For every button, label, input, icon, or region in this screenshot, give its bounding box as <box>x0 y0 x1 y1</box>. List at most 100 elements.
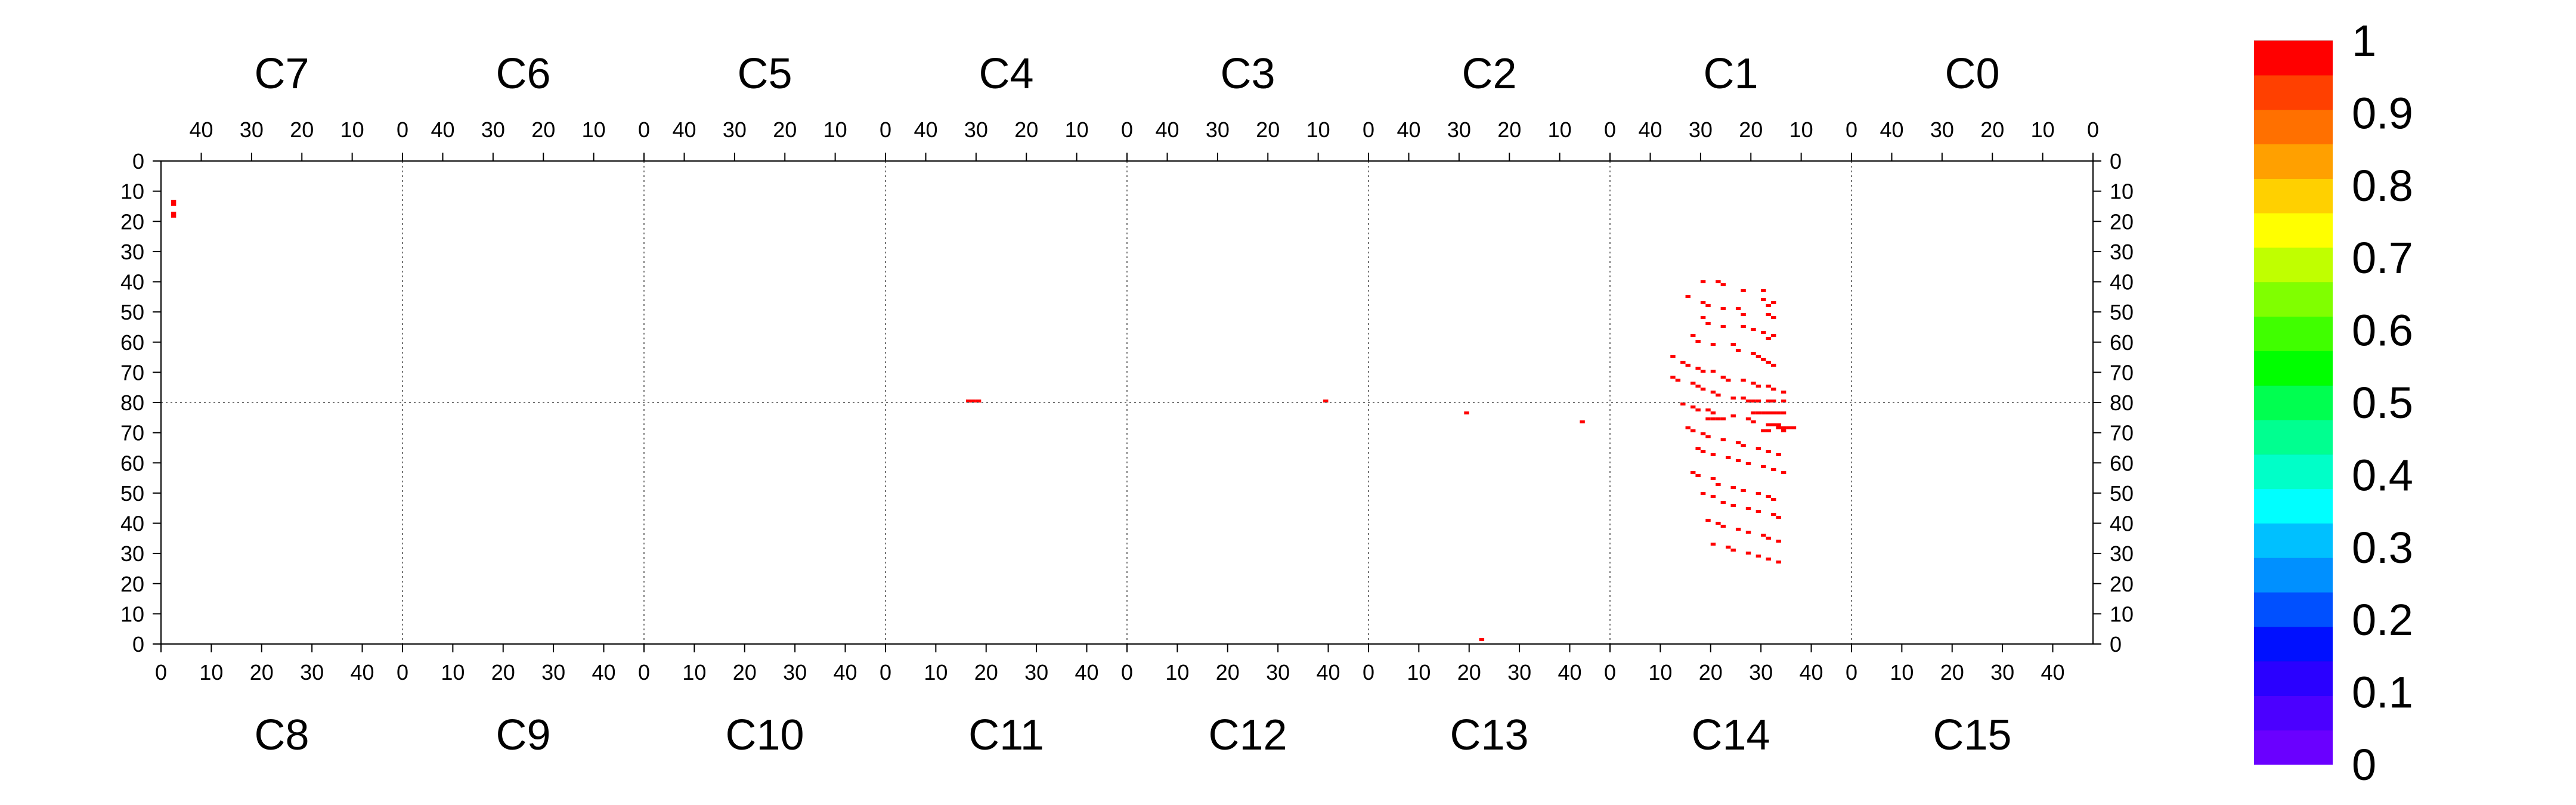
hit-cell-85 <box>1716 394 1721 397</box>
top-tick-label: 30 <box>1447 117 1471 142</box>
top-tick-label: 0 <box>638 117 650 142</box>
hit-cell-87 <box>1741 397 1746 400</box>
right-tick-label: 40 <box>2110 270 2134 295</box>
axis-ticks <box>153 153 2101 652</box>
hit-cell-145 <box>1745 531 1751 534</box>
hit-cell-69 <box>1700 370 1706 373</box>
top-tick-label: 0 <box>1363 117 1374 142</box>
hit-cell-21 <box>1791 426 1797 429</box>
bottom-tick-label: 20 <box>1699 660 1723 685</box>
hit-cell-79 <box>1670 376 1676 379</box>
colorbar-segment <box>2254 454 2333 490</box>
hit-cell-67 <box>1685 364 1690 367</box>
hit-cell-1 <box>171 203 177 206</box>
hit-cell-115 <box>1695 447 1701 450</box>
hit-cell-2 <box>171 212 177 215</box>
bottom-tick-label: 10 <box>924 660 948 685</box>
hit-cell-136 <box>1730 504 1736 507</box>
colorbar-segment <box>2254 626 2333 662</box>
hit-cell-74 <box>1751 382 1756 385</box>
bottom-tick-label: 30 <box>1024 660 1048 685</box>
hit-cell-105 <box>1685 426 1690 429</box>
hit-cell-147 <box>1766 537 1771 540</box>
hit-cell-32 <box>1716 280 1721 283</box>
colorbar-label: 0.9 <box>2352 88 2413 138</box>
top-tick-label: 20 <box>1980 117 2004 142</box>
top-tick-label: 10 <box>823 117 847 142</box>
bottom-tick-label: 20 <box>974 660 998 685</box>
bottom-tick-label: 10 <box>1890 660 1914 685</box>
hit-cell-4 <box>966 400 971 402</box>
right-tick-label: 20 <box>2110 209 2134 234</box>
top-tick-label: 20 <box>1497 117 1521 142</box>
hit-cell-137 <box>1745 507 1751 510</box>
hit-cell-101 <box>1751 420 1756 423</box>
top-tick-label: 0 <box>1121 117 1133 142</box>
top-tick-label: 30 <box>1206 117 1230 142</box>
hit-cell-0 <box>171 200 177 203</box>
hit-cell-75 <box>1755 385 1761 388</box>
hit-cell-152 <box>1745 552 1751 555</box>
top-tick-label: 40 <box>1638 117 1662 142</box>
right-tick-label: 30 <box>2110 541 2134 566</box>
hit-cell-154 <box>1766 558 1771 561</box>
bottom-tick-label: 0 <box>880 660 891 685</box>
left-tick-label: 40 <box>120 270 144 295</box>
top-tick-label: 0 <box>1846 117 1857 142</box>
chip-boundaries <box>161 161 2093 644</box>
top-tick-label: 20 <box>1014 117 1038 142</box>
colorbar-label: 0.3 <box>2352 523 2413 572</box>
bottom-tick-label: 0 <box>1604 660 1616 685</box>
hit-cell-107 <box>1700 432 1706 435</box>
hit-cell-38 <box>1771 301 1776 304</box>
top-tick-label: 30 <box>1689 117 1713 142</box>
bottom-tick-label: 10 <box>1407 660 1431 685</box>
colorbar-label: 0.5 <box>2352 378 2413 428</box>
hit-cell-129 <box>1741 489 1746 492</box>
bottom-chip-label: C15 <box>1933 711 2011 759</box>
hit-cell-54 <box>1771 334 1776 337</box>
hit-cell-91 <box>1766 400 1771 402</box>
hit-cell-132 <box>1771 498 1776 501</box>
heatmap-cells <box>171 200 1797 641</box>
left-tick-label: 0 <box>132 632 144 657</box>
top-tick-label: 10 <box>1306 117 1330 142</box>
bottom-tick-label: 30 <box>1990 660 2014 685</box>
hit-cell-124 <box>1690 471 1696 474</box>
colorbar-segment <box>2254 488 2333 524</box>
colorbar-segment <box>2254 419 2333 455</box>
hit-cell-10 <box>1479 638 1485 641</box>
hit-cell-41 <box>1735 307 1741 310</box>
hit-cell-12 <box>1755 411 1761 414</box>
bottom-tick-label: 20 <box>250 660 274 685</box>
colorbar-segment <box>2254 75 2333 110</box>
colorbar-label: 1 <box>2352 16 2376 66</box>
hit-cell-17 <box>1781 411 1787 414</box>
hit-cell-126 <box>1710 477 1716 480</box>
hit-cell-143 <box>1720 525 1726 528</box>
top-tick-label: 0 <box>397 117 408 142</box>
hit-cell-40 <box>1720 307 1726 310</box>
top-tick-label: 10 <box>2031 117 2055 142</box>
hit-cell-96 <box>1695 408 1701 411</box>
hit-cell-144 <box>1735 528 1741 531</box>
left-tick-label: 20 <box>120 572 144 596</box>
hit-cell-15 <box>1771 411 1776 414</box>
hit-cell-151 <box>1730 549 1736 552</box>
hit-cell-30 <box>1776 423 1781 426</box>
top-tick-label: 40 <box>431 117 454 142</box>
hit-cell-116 <box>1700 450 1706 453</box>
right-tick-label: 10 <box>2110 179 2134 204</box>
left-tick-label: 60 <box>120 451 144 475</box>
top-chip-label: C3 <box>1220 50 1275 98</box>
bottom-tick-label: 30 <box>783 660 807 685</box>
top-chip-label: C0 <box>1945 50 1999 98</box>
hit-cell-155 <box>1776 561 1781 564</box>
right-tick-label: 80 <box>2110 391 2134 415</box>
right-tick-label: 0 <box>2110 632 2122 657</box>
top-tick-label: 10 <box>1548 117 1572 142</box>
top-tick-label: 40 <box>189 117 213 142</box>
hit-cell-142 <box>1716 522 1721 525</box>
hit-cell-108 <box>1705 435 1711 438</box>
hit-cell-23 <box>1710 417 1716 420</box>
